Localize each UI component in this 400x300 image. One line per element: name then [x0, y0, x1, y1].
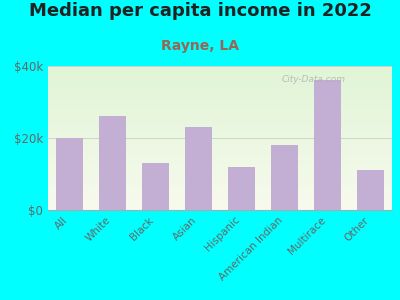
- Text: Rayne, LA: Rayne, LA: [161, 39, 239, 53]
- Bar: [228, 167, 256, 210]
- Bar: [184, 127, 212, 210]
- Bar: [142, 163, 170, 210]
- Bar: [98, 116, 126, 210]
- Bar: [270, 145, 298, 210]
- Text: Median per capita income in 2022: Median per capita income in 2022: [28, 2, 372, 20]
- Bar: [356, 170, 384, 210]
- Bar: [56, 138, 84, 210]
- Text: City-Data.com: City-Data.com: [282, 75, 346, 84]
- Bar: [314, 80, 342, 210]
